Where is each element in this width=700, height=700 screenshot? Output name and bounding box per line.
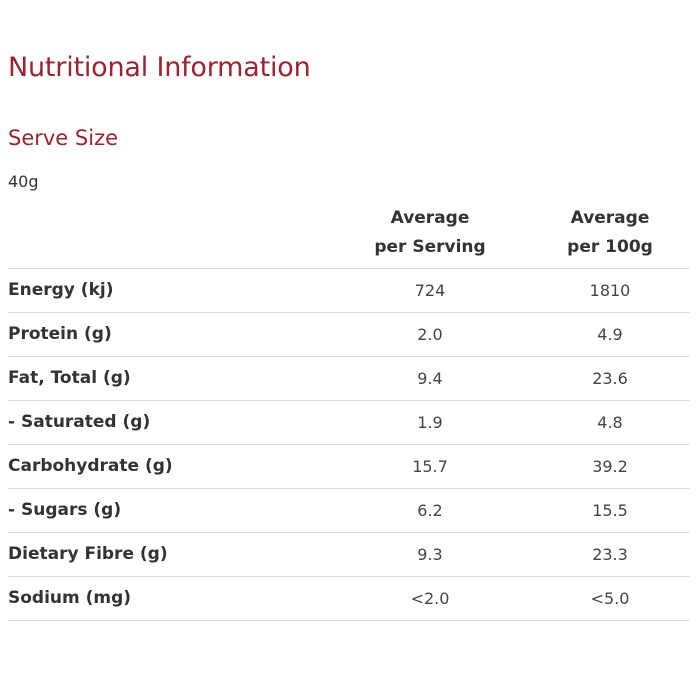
per-100g-value: <5.0 <box>590 589 630 608</box>
per-100g-value: 23.6 <box>592 369 628 388</box>
table-row: Protein (g) 2.0 4.9 <box>8 313 690 357</box>
column-header-line: Average <box>390 208 470 228</box>
column-header-per-serving: Average per Serving <box>340 204 520 262</box>
column-header-line: per 100g <box>567 237 653 257</box>
per-serving-value: 1.9 <box>417 413 443 432</box>
column-header-per-100g: Average per 100g <box>520 204 700 262</box>
row-label: Dietary Fibre (g) <box>8 544 168 564</box>
table-row: Carbohydrate (g) 15.7 39.2 <box>8 445 690 489</box>
table-header: Average per Serving Average per 100g <box>8 204 690 269</box>
row-label: Protein (g) <box>8 324 112 344</box>
per-100g-value: 39.2 <box>592 457 628 476</box>
row-label: Sodium (mg) <box>8 588 132 608</box>
per-serving-value: <2.0 <box>410 589 450 608</box>
table-row: Fat, Total (g) 9.4 23.6 <box>8 357 690 401</box>
per-100g-value: 15.5 <box>592 501 628 520</box>
per-serving-value: 6.2 <box>417 501 443 520</box>
per-serving-value: 724 <box>414 281 446 300</box>
per-100g-value: 4.9 <box>597 325 623 344</box>
row-label: - Saturated (g) <box>8 412 151 432</box>
row-label: - Sugars (g) <box>8 500 122 520</box>
nutrition-table: Average per Serving Average per 100g Ene… <box>8 204 690 621</box>
per-serving-value: 15.7 <box>412 457 448 476</box>
table-row: Energy (kj) 724 1810 <box>8 269 690 313</box>
row-label: Carbohydrate (g) <box>8 456 173 476</box>
table-row: Sodium (mg) <2.0 <5.0 <box>8 577 690 621</box>
column-header-line: per Serving <box>374 237 486 257</box>
per-serving-value: 9.4 <box>417 369 443 388</box>
serve-size-heading: Serve Size <box>8 126 119 150</box>
per-serving-value: 9.3 <box>417 545 443 564</box>
per-serving-value: 2.0 <box>417 325 443 344</box>
column-header-line: Average <box>570 208 650 228</box>
per-100g-value: 1810 <box>589 281 631 300</box>
serve-size-value: 40g <box>8 172 39 191</box>
row-label: Energy (kj) <box>8 280 114 300</box>
table-row: - Sugars (g) 6.2 15.5 <box>8 489 690 533</box>
per-100g-value: 4.8 <box>597 413 623 432</box>
table-row: Dietary Fibre (g) 9.3 23.3 <box>8 533 690 577</box>
page-title: Nutritional Information <box>8 52 311 83</box>
table-row: - Saturated (g) 1.9 4.8 <box>8 401 690 445</box>
per-100g-value: 23.3 <box>592 545 628 564</box>
row-label: Fat, Total (g) <box>8 368 131 388</box>
